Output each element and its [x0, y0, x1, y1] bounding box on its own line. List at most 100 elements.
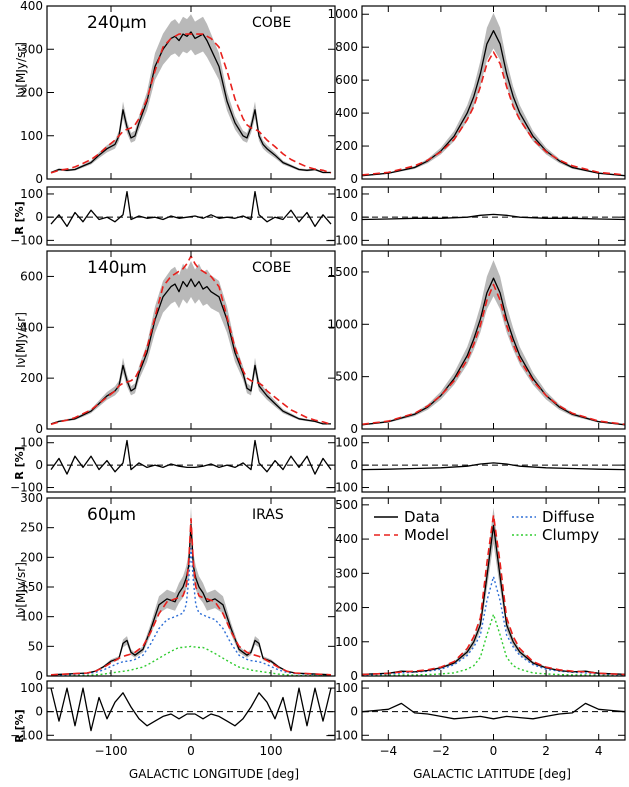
- ytick-label: 400: [20, 0, 43, 13]
- ytick-label: 0: [35, 705, 43, 719]
- uncertainty-band: [362, 260, 625, 426]
- ytick-label: 100: [20, 610, 43, 624]
- ytick-label: 200: [20, 86, 43, 100]
- ytick-label: 300: [20, 42, 43, 56]
- instrument-label: COBE: [252, 15, 291, 31]
- panel-p140-lat: 0 500 1000 1500: [327, 250, 626, 436]
- series-line-model: [362, 283, 625, 426]
- plot-area: [362, 702, 625, 720]
- ytick-label: 200: [20, 550, 43, 564]
- series-line-data: [362, 213, 625, 221]
- uncertainty-band: [51, 14, 331, 174]
- series-line-data: [362, 462, 625, 471]
- ytick-label: −100: [10, 233, 43, 247]
- uncertainty-band: [51, 506, 331, 675]
- wavelength-label: 60μm: [87, 505, 136, 525]
- ytick-label: 100: [20, 129, 43, 143]
- series-line-data: [362, 277, 625, 426]
- ytick-label: 200: [335, 139, 358, 153]
- ytick-label: 800: [335, 40, 358, 54]
- wavelength-label: 240μm: [87, 13, 147, 33]
- plot-area: [50, 506, 332, 676]
- plot-area: [362, 462, 625, 471]
- ytick-label: −100: [10, 481, 43, 495]
- xtick-label: −4: [379, 744, 397, 758]
- plot-area: [50, 255, 332, 426]
- plot-area: [362, 260, 625, 426]
- ytick-label: 0: [350, 669, 358, 683]
- ylabel-main-row0: Iν[MJy/sr]: [14, 42, 28, 98]
- ylabel-main-row2: Iν[MJy/sr]: [14, 562, 28, 618]
- series-line-data: [50, 190, 332, 228]
- ytick-label: 0: [35, 172, 43, 186]
- series-line-data: [50, 439, 332, 475]
- series-line-model: [362, 514, 625, 676]
- ytick-label: 0: [350, 458, 358, 472]
- ytick-label: 200: [335, 601, 358, 615]
- ytick-label: 600: [335, 73, 358, 87]
- xlabel-latitude: GALACTIC LATITUDE [deg]: [413, 767, 571, 781]
- ytick-label: 200: [20, 371, 43, 385]
- panel-frame: [46, 435, 336, 493]
- ytick-label: 400: [335, 106, 358, 120]
- ytick-label: 50: [28, 639, 43, 653]
- ytick-label: 0: [350, 705, 358, 719]
- panel-frame: [46, 680, 336, 741]
- legend-label-diffuse: Diffuse: [542, 508, 595, 526]
- xtick-label: 2: [542, 744, 550, 758]
- ylabel-residual-row2: R [%]: [13, 709, 26, 742]
- series-line-data: [362, 702, 625, 720]
- series-line-diffuse: [50, 547, 332, 676]
- ytick-label: 100: [335, 187, 358, 201]
- ytick-label: 100: [20, 436, 43, 450]
- panel-p240-lon: 0 100 200 300 400 240μm COBE: [20, 0, 336, 186]
- series-line-data: [50, 687, 332, 732]
- series-line-clumpy: [50, 645, 332, 676]
- ytick-label: 0: [350, 172, 358, 186]
- xtick-label: 0: [187, 744, 195, 758]
- series-line-diffuse: [362, 576, 625, 676]
- panel-p140-lon: 0 200 400 600 140μm COBE: [20, 250, 336, 436]
- ytick-label: 100: [335, 635, 358, 649]
- uncertainty-band: [362, 12, 625, 177]
- legend-label-data: Data: [404, 508, 440, 526]
- ytick-label: 1000: [327, 7, 358, 21]
- uncertainty-band: [362, 507, 625, 675]
- instrument-label: COBE: [252, 260, 291, 276]
- panel-r240-lon: −100 0 100: [10, 186, 336, 247]
- ytick-label: 250: [20, 521, 43, 535]
- panel-r240-lat: −100 0 100: [325, 186, 626, 247]
- panel-frame: [361, 186, 626, 246]
- plot-area: [362, 213, 625, 221]
- panel-r140-lon: −100 0 100: [10, 435, 336, 495]
- panel-r140-lat: −100 0 100: [325, 435, 626, 495]
- ytick-label: 100: [335, 681, 358, 695]
- legend-label-clumpy: Clumpy: [542, 526, 599, 544]
- ytick-label: −100: [325, 233, 358, 247]
- plot-area: [362, 507, 625, 676]
- plot-area: [47, 687, 335, 732]
- plot-area: [47, 439, 335, 475]
- ytick-label: 0: [35, 669, 43, 683]
- instrument-label: IRAS: [252, 507, 284, 523]
- legend-label-model: Model: [404, 526, 449, 544]
- ytick-label: 400: [20, 320, 43, 334]
- xtick-label: −2: [432, 744, 450, 758]
- ytick-label: 150: [20, 580, 43, 594]
- ytick-label: 100: [20, 681, 43, 695]
- xtick-label: 0: [490, 744, 498, 758]
- ylabel-residual-row0: R [%]: [13, 201, 26, 234]
- series-line-data: [50, 524, 332, 676]
- xtick-label: 100: [260, 744, 283, 758]
- plot-area: [362, 12, 625, 177]
- plot-area: [47, 190, 335, 228]
- ytick-label: −100: [325, 728, 358, 742]
- series-line-data: [50, 31, 331, 174]
- wavelength-label: 140μm: [87, 258, 147, 278]
- panel-r60-lat: −100 0 100 −4 −2 0 2 4: [325, 680, 626, 758]
- xlabel-longitude: GALACTIC LONGITUDE [deg]: [129, 767, 299, 781]
- ytick-label: 100: [335, 436, 358, 450]
- series-line-model: [50, 33, 332, 174]
